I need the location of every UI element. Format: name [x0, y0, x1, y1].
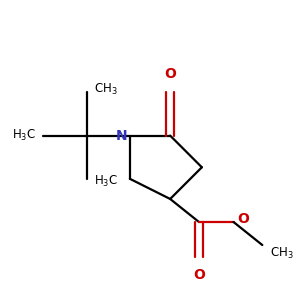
Text: H$_3$C: H$_3$C — [12, 128, 36, 143]
Text: H$_3$C: H$_3$C — [94, 174, 118, 189]
Text: O: O — [164, 67, 176, 81]
Text: O: O — [193, 268, 205, 282]
Text: CH$_3$: CH$_3$ — [269, 246, 293, 261]
Text: CH$_3$: CH$_3$ — [94, 82, 118, 97]
Text: O: O — [238, 212, 250, 226]
Text: N: N — [116, 129, 127, 142]
